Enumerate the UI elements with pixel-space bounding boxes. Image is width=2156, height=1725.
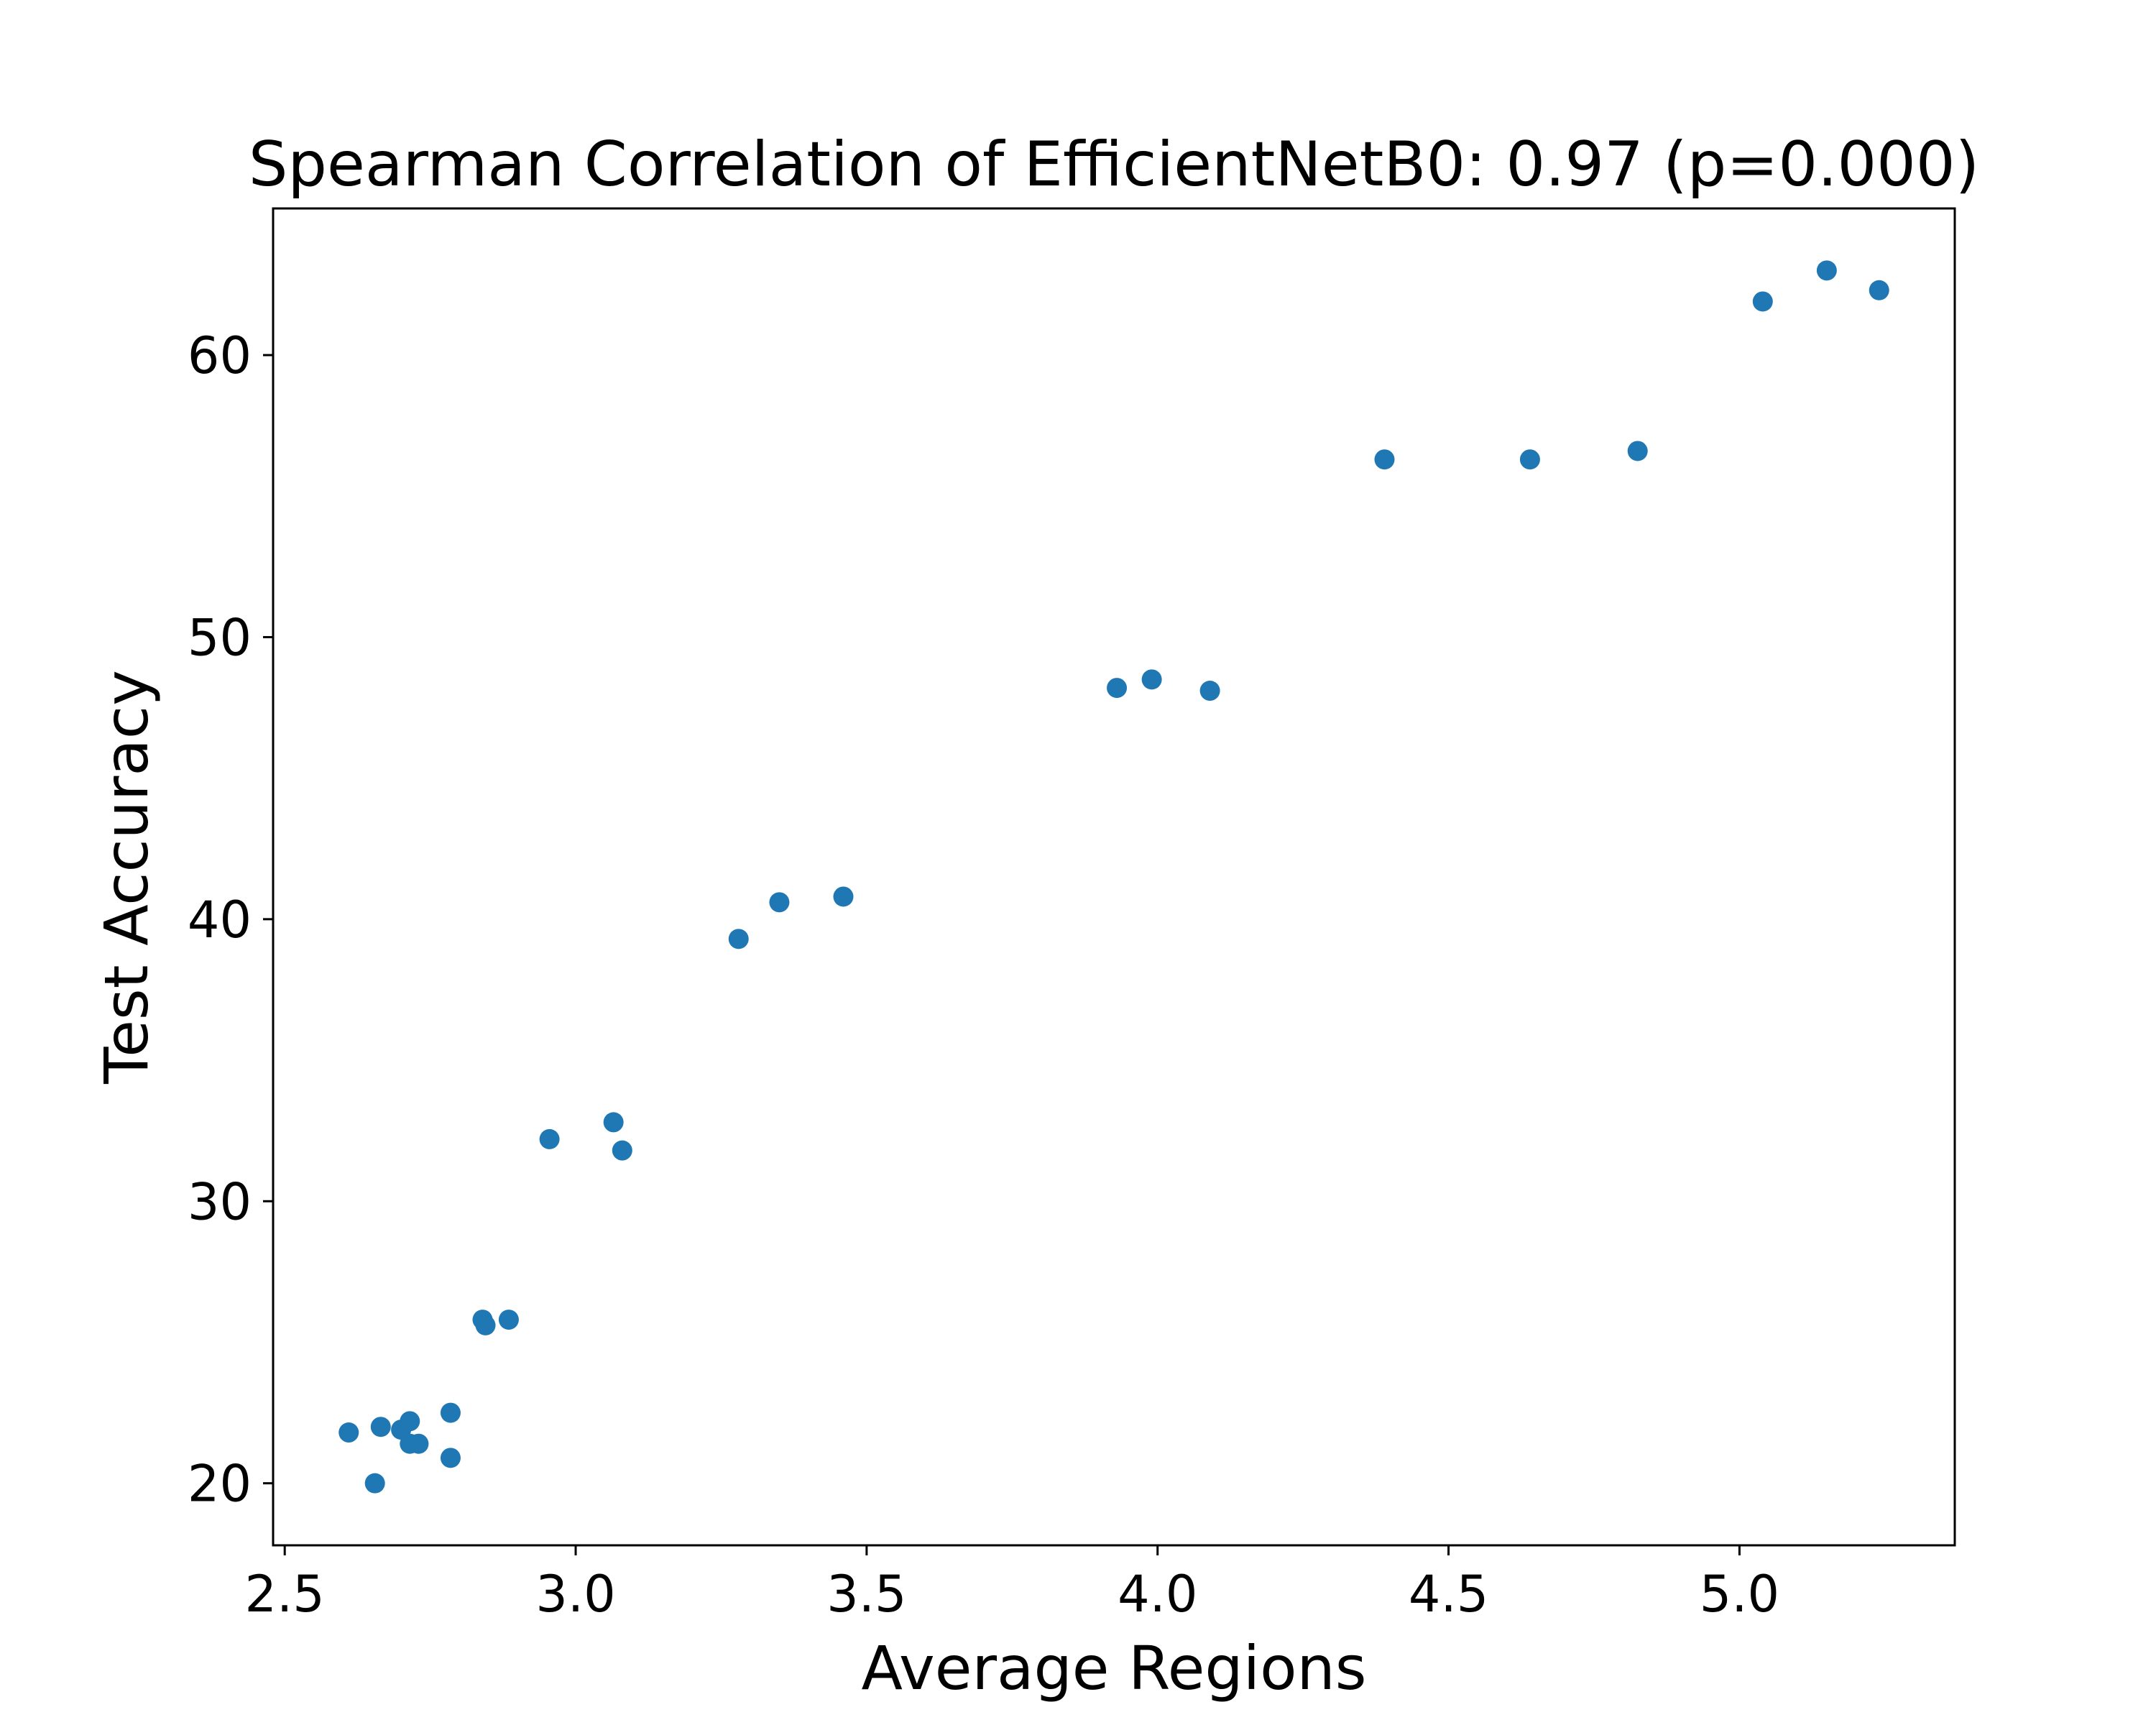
data-point-7 [408, 1433, 429, 1454]
x-axis-ticks: 2.5 3.0 3.5 4.0 4.5 5.0 [245, 1545, 1779, 1624]
x-tick-label: 4.0 [1118, 1565, 1197, 1624]
data-points [338, 260, 1889, 1494]
y-tick-label: 20 [188, 1455, 252, 1514]
y-tick-label: 30 [188, 1172, 252, 1231]
x-axis-label: Average Regions [862, 1633, 1367, 1703]
y-axis-ticks: 20 30 40 50 60 [188, 326, 273, 1514]
data-point-9 [440, 1448, 461, 1468]
x-tick-label: 4.5 [1409, 1565, 1488, 1624]
data-point-8 [440, 1402, 461, 1423]
data-point-25 [1752, 291, 1773, 312]
data-point-14 [603, 1112, 624, 1133]
data-point-17 [769, 892, 790, 913]
data-point-12 [498, 1310, 519, 1330]
data-point-13 [539, 1128, 560, 1149]
data-point-22 [1374, 449, 1395, 470]
x-tick-label: 3.0 [535, 1565, 615, 1624]
data-point-19 [1107, 678, 1128, 699]
data-point-16 [728, 929, 749, 949]
y-axis-label: Test Accuracy [91, 670, 162, 1085]
data-point-11 [475, 1315, 496, 1335]
data-point-1 [338, 1422, 359, 1443]
data-point-15 [612, 1140, 632, 1161]
data-point-24 [1627, 441, 1648, 461]
data-point-18 [833, 886, 854, 907]
data-point-26 [1816, 260, 1837, 281]
data-point-5 [400, 1411, 420, 1432]
y-tick-label: 40 [188, 891, 252, 949]
x-tick-label: 3.5 [826, 1565, 906, 1624]
data-point-21 [1199, 681, 1220, 702]
data-point-23 [1519, 449, 1540, 470]
x-tick-label: 2.5 [245, 1565, 325, 1624]
plot-area [272, 207, 1956, 1547]
y-tick-label: 60 [188, 326, 252, 385]
x-tick-label: 5.0 [1700, 1565, 1779, 1624]
data-point-20 [1141, 669, 1162, 690]
data-point-27 [1869, 280, 1889, 300]
chart-title: Spearman Correlation of EfficientNetB0: … [249, 129, 1979, 201]
data-point-3 [370, 1417, 391, 1438]
data-point-2 [364, 1473, 385, 1494]
y-tick-label: 50 [188, 608, 252, 667]
